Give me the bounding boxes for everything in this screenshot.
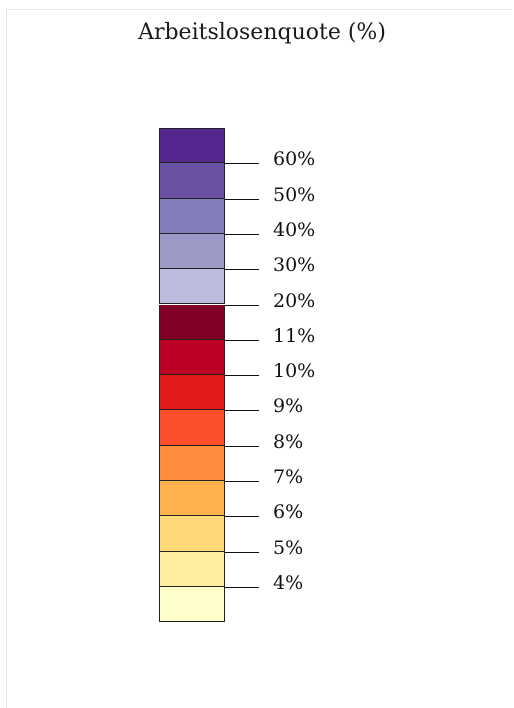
legend-tick-label: 20% — [273, 289, 316, 312]
legend-swatch — [159, 410, 225, 446]
legend-tick — [225, 339, 259, 341]
legend-tick-label: 4% — [273, 571, 304, 594]
legend-tick — [225, 163, 259, 165]
legend-swatch — [159, 233, 225, 270]
legend-tick-label: 30% — [273, 254, 316, 277]
legend-swatch — [159, 128, 225, 164]
legend-tick-label: 40% — [273, 218, 316, 241]
legend-swatch — [159, 551, 225, 587]
legend-tick-label: 9% — [273, 395, 304, 418]
legend-title: Arbeitslosenquote (%) — [138, 20, 386, 45]
legend-swatch — [159, 339, 225, 376]
legend-tick-label: 11% — [273, 324, 316, 347]
legend-swatch — [159, 269, 225, 305]
legend-tick — [225, 586, 259, 588]
legend-tick-label: 10% — [273, 360, 316, 383]
legend-tick — [225, 445, 259, 447]
legend-tick — [225, 233, 259, 235]
legend-swatch — [159, 586, 225, 623]
legend-tick — [225, 551, 259, 553]
legend-tick — [225, 516, 259, 518]
legend-tick — [225, 410, 259, 412]
legend-swatch — [159, 445, 225, 481]
legend-swatch — [159, 198, 225, 234]
legend-tick — [225, 375, 259, 377]
legend-swatch — [159, 304, 225, 340]
legend-tick — [225, 304, 259, 306]
legend-tick-label: 7% — [273, 466, 304, 488]
legend-tick-label: 8% — [273, 430, 304, 453]
legend-frame — [6, 9, 512, 708]
legend-tick — [225, 269, 259, 271]
legend-tick-label: 6% — [273, 501, 304, 524]
legend-tick — [225, 198, 259, 200]
legend-swatch — [159, 163, 225, 199]
legend-swatch — [159, 375, 225, 411]
legend-swatch — [159, 516, 225, 552]
legend-swatch — [159, 481, 225, 517]
legend-tick-label: 50% — [273, 183, 316, 206]
legend-tick — [225, 481, 259, 482]
legend-tick-label: 5% — [273, 536, 304, 559]
legend-tick-label: 60% — [273, 148, 316, 171]
